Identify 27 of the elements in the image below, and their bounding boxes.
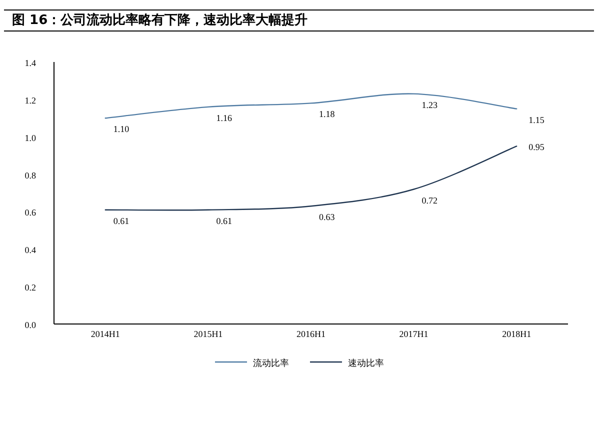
data-label: 1.16 — [216, 112, 232, 123]
data-label: 0.61 — [113, 216, 130, 226]
chart-title: 图 16：公司流动比率略有下降，速动比率大幅提升 — [12, 12, 308, 28]
data-label: 0.95 — [528, 142, 545, 152]
y-tick-label: 0.4 — [24, 245, 36, 256]
y-tick-label: 1.2 — [24, 95, 36, 106]
line-series — [104, 146, 518, 211]
data-label: 0.72 — [422, 195, 438, 206]
y-tick-label: 0.0 — [24, 320, 36, 330]
data-label: 1.23 — [422, 100, 438, 110]
x-tick-label: 2018H1 — [502, 329, 532, 339]
y-tick-label: 1.0 — [24, 132, 36, 143]
legend-label: 流动比率 — [253, 358, 289, 369]
data-label: 1.10 — [113, 124, 130, 134]
y-tick-label: 0.2 — [24, 282, 36, 293]
data-label: 0.61 — [216, 216, 232, 226]
x-tick-label: 2016H1 — [296, 329, 326, 339]
legend-label: 速动比率 — [348, 358, 384, 369]
data-label: 1.15 — [528, 114, 545, 125]
x-tick-label: 2017H1 — [399, 329, 428, 339]
data-label: 1.18 — [319, 109, 336, 120]
data-label: 0.63 — [319, 212, 336, 222]
y-tick-label: 1.4 — [24, 58, 36, 68]
x-tick-label: 2015H1 — [194, 329, 223, 339]
x-tick-label: 2014H1 — [90, 329, 120, 339]
y-tick-label: 0.8 — [24, 170, 36, 180]
y-tick-label: 0.6 — [24, 208, 36, 218]
